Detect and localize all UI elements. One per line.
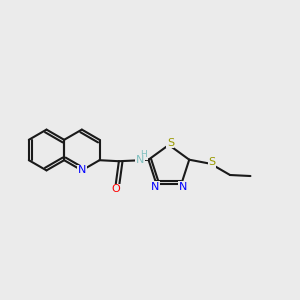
Text: S: S	[167, 137, 174, 148]
Text: N: N	[136, 155, 144, 165]
Text: H: H	[140, 150, 147, 159]
Text: S: S	[208, 157, 216, 167]
Text: N: N	[151, 182, 159, 192]
Text: O: O	[111, 184, 120, 194]
Text: N: N	[178, 182, 187, 192]
Text: N: N	[78, 165, 86, 176]
